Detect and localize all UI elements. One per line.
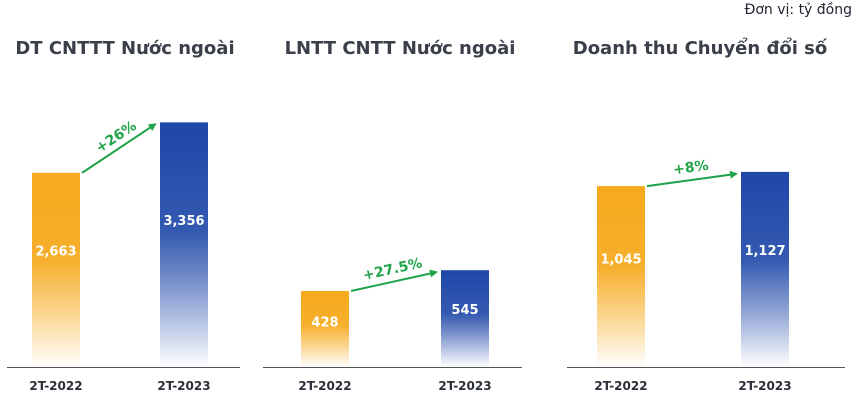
bar-doanh-thu-cds-2t-2022 [597, 186, 645, 367]
chart-title-doanh-thu-cds: Doanh thu Chuyển đổi số [572, 38, 828, 59]
value-label-dt-cnttt-2t-2023: 3,356 [163, 214, 204, 229]
unit-label: Đơn vị: tỷ đồng [744, 2, 852, 18]
tick-label-dt-cnttt-2t-2022: 2T-2022 [29, 379, 82, 393]
growth-arrow-lntt-cntt [350, 269, 438, 292]
tick-label-lntt-cntt-2t-2023: 2T-2023 [438, 379, 491, 393]
tick-label-doanh-thu-cds-2t-2023: 2T-2023 [738, 379, 791, 393]
chart-title-dt-cnttt: DT CNTTT Nước ngoài [15, 38, 235, 59]
bar-doanh-thu-cds-2t-2023 [741, 171, 789, 367]
bar-lntt-cntt-2t-2022 [301, 291, 349, 367]
value-label-lntt-cntt-2t-2023: 545 [451, 303, 478, 318]
value-label-doanh-thu-cds-2t-2023: 1,127 [744, 244, 785, 259]
tick-label-doanh-thu-cds-2t-2022: 2T-2022 [594, 379, 647, 393]
bar-dt-cnttt-2t-2022 [32, 172, 80, 367]
growth-arrow-doanh-thu-cds [646, 170, 738, 188]
value-label-dt-cnttt-2t-2022: 2,663 [35, 245, 76, 260]
bar-lntt-cntt-2t-2023 [441, 270, 489, 367]
value-label-doanh-thu-cds-2t-2022: 1,045 [600, 252, 641, 267]
growth-label-lntt-cntt: +27.5% [361, 255, 423, 284]
bar-dt-cnttt-2t-2023 [160, 122, 208, 367]
tick-label-lntt-cntt-2t-2022: 2T-2022 [298, 379, 351, 393]
value-label-lntt-cntt-2t-2022: 428 [311, 315, 338, 330]
growth-arrow-dt-cnttt [81, 123, 157, 174]
growth-label-doanh-thu-cds: +8% [672, 158, 709, 179]
chart-title-lntt-cntt: LNTT CNTT Nước ngoài [284, 38, 516, 59]
tick-label-dt-cnttt-2t-2023: 2T-2023 [157, 379, 210, 393]
